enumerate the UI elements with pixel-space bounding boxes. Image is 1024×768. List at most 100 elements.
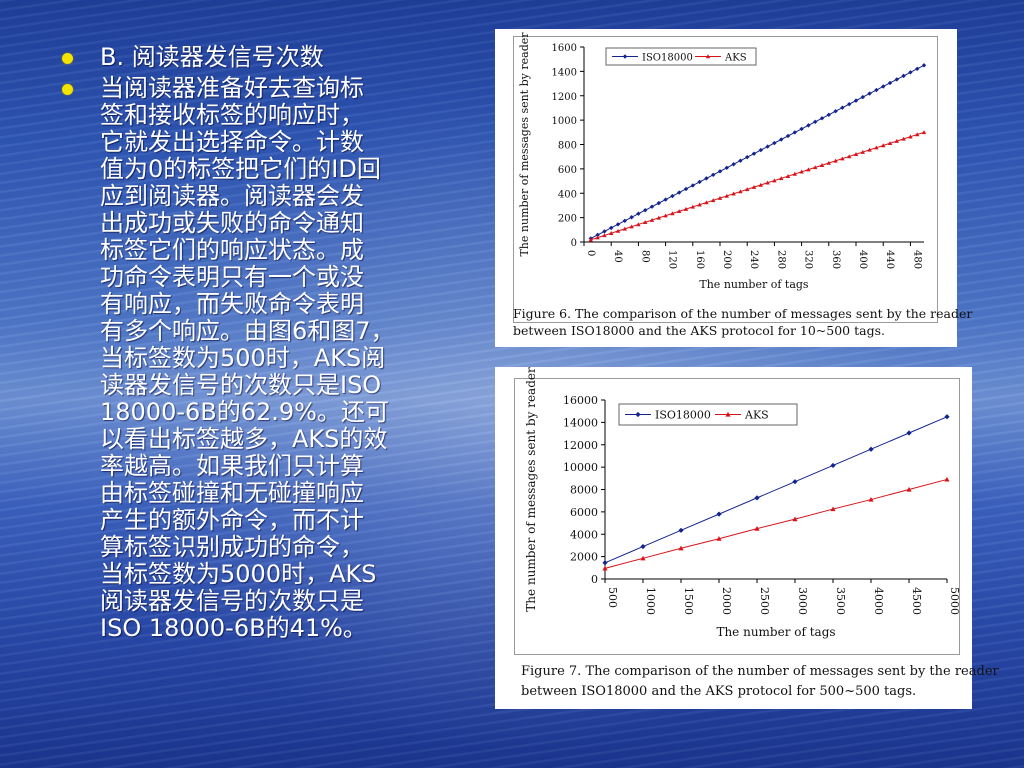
aks-point	[779, 176, 784, 181]
y-tick-label: 1600	[552, 43, 577, 54]
iso18000-point	[663, 197, 668, 202]
iso18000-point	[731, 162, 736, 167]
iso18000-point	[813, 119, 818, 125]
iso18000-point	[690, 183, 695, 188]
y-tick-label: 1000	[552, 116, 577, 127]
y-tick-label: 0	[571, 238, 577, 249]
y-tick-label: 0	[591, 573, 598, 586]
iso18000-point	[785, 133, 791, 139]
iso18000-point	[754, 495, 760, 501]
iso18000-point	[704, 176, 709, 181]
iso18000-point	[772, 140, 777, 146]
aks-point	[840, 156, 845, 161]
caption-line: between ISO18000 and the AKS protocol fo…	[521, 684, 917, 699]
aks-point	[868, 496, 874, 502]
aks-point	[716, 536, 722, 541]
iso18000-point	[779, 137, 784, 142]
legend-label: AKS	[724, 53, 747, 64]
x-tick-label: 4000	[872, 587, 885, 615]
x-tick-label: 0	[585, 250, 596, 256]
iso18000-point	[716, 511, 722, 517]
aks-point	[908, 134, 913, 139]
caption-line: Figure 6. The comparison of the number o…	[513, 306, 973, 321]
x-tick-label: 1000	[644, 587, 657, 615]
aks-point	[921, 130, 927, 135]
aks-point	[792, 516, 798, 522]
aks-point	[724, 193, 729, 198]
aks-point	[894, 138, 899, 143]
aks-point	[799, 169, 804, 174]
y-tick-label: 6000	[570, 506, 598, 519]
aks-point	[867, 147, 872, 152]
iso18000-point	[799, 126, 804, 132]
aks-point	[588, 237, 593, 242]
bullet-text: 当阅读器准备好去查询标 签和接收标签的响应时， 它就发出选择命令。计数 值为0的…	[100, 74, 395, 642]
iso18000-point	[847, 101, 852, 107]
aks-point	[887, 141, 893, 146]
iso18000-point	[758, 147, 763, 153]
iso18000-point	[887, 80, 893, 86]
legend-label: AKS	[744, 409, 769, 422]
x-tick-label: 480	[911, 250, 922, 269]
y-tick-label: 1400	[552, 67, 577, 78]
x-tick-label: 200	[721, 250, 732, 269]
aks-point	[830, 506, 836, 512]
x-axis-label: The number of tags	[716, 625, 835, 639]
figure-7-chart: 0 2000 4000 6000 8000 10000 12000 14000 16000 500…	[524, 367, 961, 639]
iso18000-point	[840, 105, 845, 110]
aks-point	[677, 209, 682, 214]
x-axis-label: The number of tags	[699, 278, 809, 291]
aks-point	[629, 224, 634, 229]
iso18000-point	[629, 215, 634, 220]
aks-point	[833, 158, 838, 163]
y-tick-label: 200	[558, 214, 577, 225]
y-tick-label: 400	[558, 189, 577, 200]
aks-point	[874, 145, 879, 150]
iso18000-point	[622, 218, 627, 223]
aks-point	[711, 198, 716, 203]
iso18000-point	[643, 207, 648, 213]
iso18000-point	[792, 479, 798, 485]
iso18000-point	[602, 229, 607, 234]
aks-point	[906, 486, 912, 492]
iso18000-point	[792, 130, 797, 135]
iso18000-point	[615, 222, 621, 227]
y-tick-label: 800	[558, 141, 577, 152]
iso18000-point	[819, 116, 825, 121]
iso18000-point	[833, 109, 838, 114]
series-line-iso18000	[590, 64, 925, 239]
series-line-iso18000	[604, 416, 948, 564]
aks-point	[670, 211, 675, 216]
bullet-list: B. 阅读器发信号次数 当阅读器准备好去查询标 签和接收标签的响应时， 它就发出…	[62, 44, 442, 646]
x-tick-label: 2000	[720, 587, 733, 615]
iso18000-point	[649, 204, 655, 209]
bullet-item-body: 当阅读器准备好去查询标 签和接收标签的响应时， 它就发出选择命令。计数 值为0的…	[62, 75, 442, 642]
aks-point	[881, 143, 886, 148]
y-tick-label: 14000	[563, 416, 598, 429]
aks-point	[853, 152, 859, 157]
x-tick-label: 5000	[948, 587, 961, 615]
aks-point	[717, 195, 723, 200]
iso18000-point	[602, 560, 608, 566]
iso18000-point	[915, 66, 920, 72]
bullet-text: B. 阅读器发信号次数	[100, 43, 324, 71]
iso18000-point	[881, 84, 886, 89]
iso18000-point	[874, 87, 879, 93]
x-tick-label: 2500	[758, 587, 771, 615]
aks-point	[901, 136, 906, 141]
aks-point	[643, 220, 648, 225]
figure-6-chart: 0 200 400 600 800 1000 1200 1400 1600 0 40 80 120 160…	[518, 32, 927, 291]
legend-diamond-icon	[635, 411, 641, 418]
iso18000-point	[640, 543, 646, 550]
y-tick-label: 4000	[570, 528, 598, 541]
iso18000-point	[908, 70, 913, 75]
figure-6-caption: Figure 6. The comparison of the number o…	[513, 305, 972, 339]
aks-point	[819, 163, 825, 167]
x-tick-label: 120	[667, 250, 678, 269]
iso18000-point	[806, 123, 811, 128]
iso18000-point	[921, 63, 927, 68]
x-tick-label: 440	[884, 250, 895, 269]
iso18000-point	[765, 144, 770, 149]
figure-6-panel: 0 200 400 600 800 1000 1200 1400 1600 0 40 80 120 160…	[495, 29, 972, 347]
iso18000-point	[683, 186, 689, 192]
